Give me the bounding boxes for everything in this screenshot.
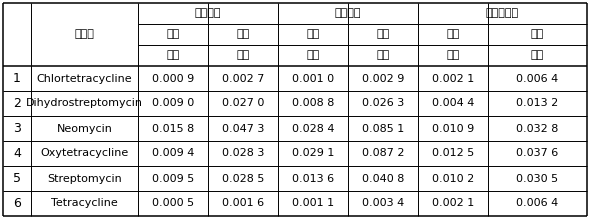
Text: 0.002 7: 0.002 7: [222, 74, 264, 83]
Text: 0.030 5: 0.030 5: [516, 173, 559, 184]
Text: 한계: 한계: [166, 51, 179, 60]
Text: 검출: 검출: [447, 30, 460, 39]
Text: 0.037 6: 0.037 6: [516, 148, 559, 159]
Text: 0.012 5: 0.012 5: [432, 148, 474, 159]
Text: 0.009 5: 0.009 5: [152, 173, 194, 184]
Text: 4: 4: [13, 147, 21, 160]
Text: 0.000 9: 0.000 9: [152, 74, 194, 83]
Text: 0.009 4: 0.009 4: [152, 148, 194, 159]
Text: 0.009 0: 0.009 0: [152, 99, 194, 108]
Text: 0.032 8: 0.032 8: [516, 124, 559, 134]
Text: 검출: 검출: [166, 30, 179, 39]
Text: 정량: 정량: [237, 30, 250, 39]
Text: 1: 1: [13, 72, 21, 85]
Text: 정량: 정량: [531, 30, 544, 39]
Text: 0.001 1: 0.001 1: [292, 198, 334, 208]
Text: 0.008 8: 0.008 8: [292, 99, 334, 108]
Text: 성분명: 성분명: [74, 30, 94, 39]
Text: Dihydrostreptomycin: Dihydrostreptomycin: [26, 99, 143, 108]
Text: 0.010 9: 0.010 9: [432, 124, 474, 134]
Text: 0.085 1: 0.085 1: [362, 124, 404, 134]
Text: 0.015 8: 0.015 8: [152, 124, 194, 134]
Text: Tetracycline: Tetracycline: [51, 198, 118, 208]
Text: 검출: 검출: [306, 30, 320, 39]
Text: 0.029 1: 0.029 1: [292, 148, 334, 159]
Text: 0.010 2: 0.010 2: [432, 173, 474, 184]
Text: 6: 6: [13, 197, 21, 210]
Text: Chlortetracycline: Chlortetracycline: [37, 74, 132, 83]
Text: 0.002 9: 0.002 9: [362, 74, 404, 83]
Text: 0.013 2: 0.013 2: [516, 99, 559, 108]
Text: 0.004 4: 0.004 4: [432, 99, 474, 108]
Text: Streptomycin: Streptomycin: [47, 173, 122, 184]
Text: 0.028 4: 0.028 4: [291, 124, 335, 134]
Text: 0.001 0: 0.001 0: [292, 74, 334, 83]
Text: 0.003 4: 0.003 4: [362, 198, 404, 208]
Text: 0.028 5: 0.028 5: [222, 173, 264, 184]
Text: 한계: 한계: [447, 51, 460, 60]
Text: 사양벌껼: 사양벌껼: [195, 9, 221, 18]
Text: 0.013 6: 0.013 6: [292, 173, 334, 184]
Text: 한계: 한계: [531, 51, 544, 60]
Text: 0.006 4: 0.006 4: [516, 198, 559, 208]
Text: 0.087 2: 0.087 2: [362, 148, 404, 159]
Text: 로얄젠리: 로얄젠리: [335, 9, 361, 18]
Text: Oxytetracycline: Oxytetracycline: [40, 148, 129, 159]
Text: 0.040 8: 0.040 8: [362, 173, 404, 184]
Text: 0.000 5: 0.000 5: [152, 198, 194, 208]
Text: 0.002 1: 0.002 1: [432, 198, 474, 208]
Text: 0.001 6: 0.001 6: [222, 198, 264, 208]
Text: 0.028 3: 0.028 3: [222, 148, 264, 159]
Text: 0.027 0: 0.027 0: [222, 99, 264, 108]
Text: 0.002 1: 0.002 1: [432, 74, 474, 83]
Text: 0.026 3: 0.026 3: [362, 99, 404, 108]
Text: 3: 3: [13, 122, 21, 135]
Text: 한계: 한계: [306, 51, 320, 60]
Text: 프로폴리스: 프로폴리스: [486, 9, 519, 18]
Text: 한계: 한계: [376, 51, 389, 60]
Text: 정량: 정량: [376, 30, 389, 39]
Text: 0.047 3: 0.047 3: [222, 124, 264, 134]
Text: 한계: 한계: [237, 51, 250, 60]
Text: 2: 2: [13, 97, 21, 110]
Text: Neomycin: Neomycin: [57, 124, 113, 134]
Text: 5: 5: [13, 172, 21, 185]
Text: 0.006 4: 0.006 4: [516, 74, 559, 83]
